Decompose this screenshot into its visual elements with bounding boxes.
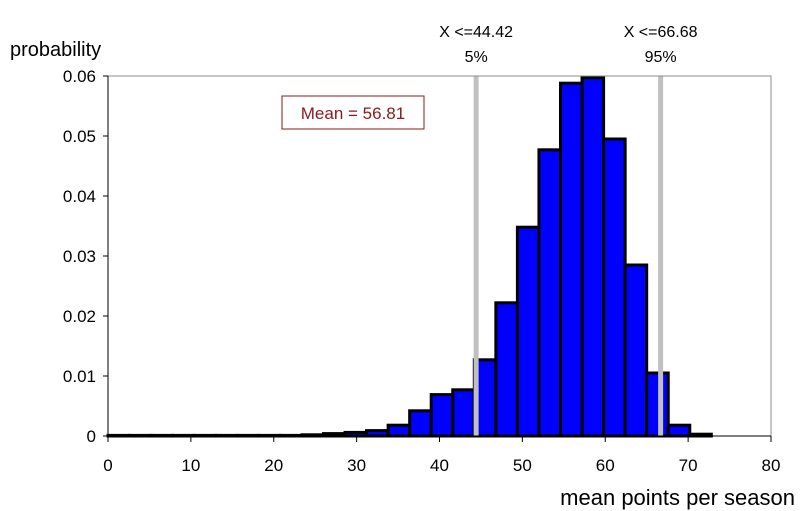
x-tick-label: 50 [513, 456, 532, 475]
histogram-bar [623, 263, 649, 438]
x-tick-label: 60 [596, 456, 615, 475]
y-tick-label: 0 [87, 427, 96, 446]
histogram-bar [537, 148, 562, 438]
y-tick-label: 0.04 [63, 187, 96, 206]
y-tick-label: 0.01 [63, 367, 96, 386]
mean-label: Mean = 56.81 [301, 104, 405, 123]
mean-label-box [281, 95, 425, 130]
y-tick-label: 0.03 [63, 247, 96, 266]
mean-annotation: Mean = 56.81 [281, 95, 425, 130]
percentile-markers: X <=44.42 5% X <=66.68 95% [439, 24, 698, 436]
percentile-percent: 5% [465, 49, 488, 66]
histogram-bar [558, 81, 584, 438]
histogram-bar [429, 393, 455, 438]
histogram-bar [645, 371, 670, 438]
histogram-bar [386, 423, 412, 438]
histogram-bar [451, 388, 476, 438]
x-tick-label: 70 [679, 456, 698, 475]
y-tick-label: 0.02 [63, 307, 96, 326]
percentile-label: X <=44.42 [439, 24, 513, 41]
histogram-bar [602, 137, 627, 438]
x-tick-label: 30 [347, 456, 366, 475]
histogram-bar [343, 430, 369, 438]
x-tick-label: 20 [264, 456, 283, 475]
plot-frame [107, 75, 772, 437]
x-tick-label: 10 [181, 456, 200, 475]
histogram-bar [515, 225, 541, 438]
x-tick-label: 40 [430, 456, 449, 475]
x-axis-title: mean points per season [560, 485, 795, 510]
axes: 0 10 20 30 40 50 60 70 80 0 0.01 0.02 0.03 0.04 0.05 0.… [63, 67, 781, 475]
percentile-percent: 95% [645, 49, 677, 66]
histogram-bar [494, 301, 519, 438]
histogram-bar [580, 76, 606, 438]
histogram-bar [666, 423, 692, 438]
histogram-bar [365, 429, 390, 438]
y-tick-label: 0.05 [63, 127, 96, 146]
y-tick-label: 0.06 [63, 67, 96, 86]
y-axis-title: probability [10, 39, 101, 61]
bars-layer [106, 76, 713, 438]
x-tick-label: 0 [103, 456, 112, 475]
percentile-label: X <=66.68 [624, 24, 698, 41]
x-tick-label: 80 [762, 456, 781, 475]
histogram-bar [408, 409, 433, 438]
